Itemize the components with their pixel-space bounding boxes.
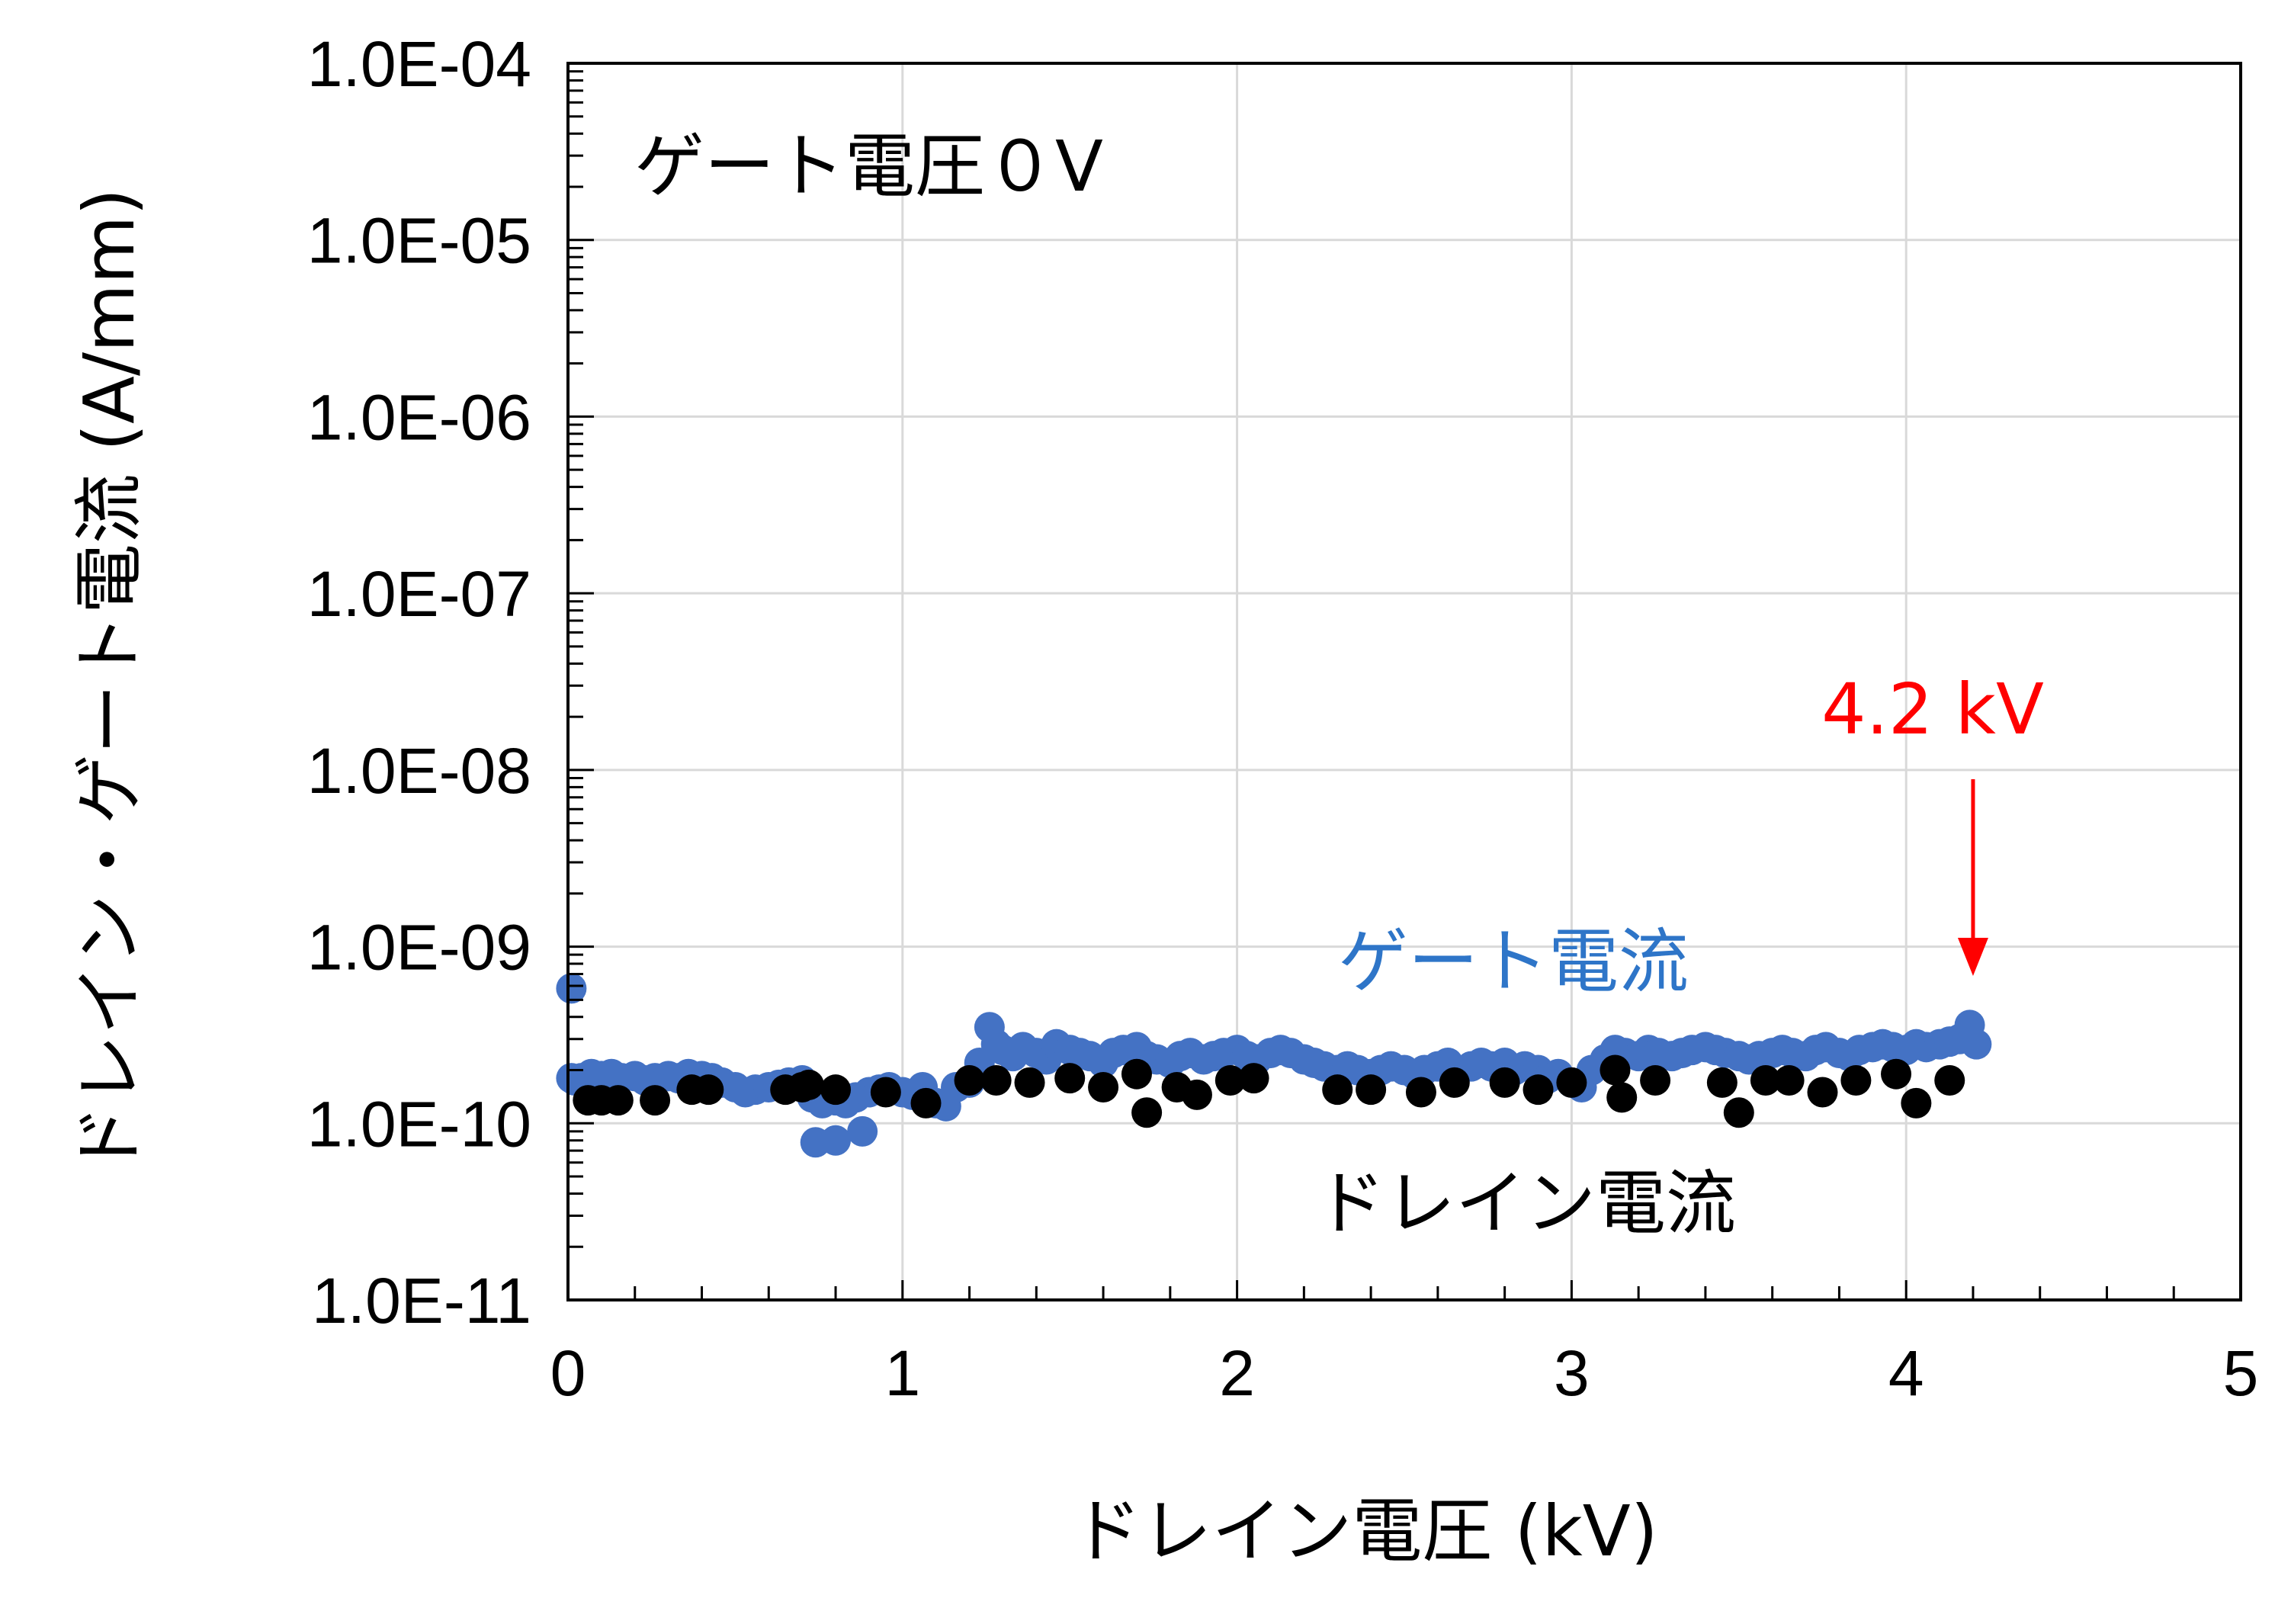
drain-point [1706, 1067, 1738, 1098]
y-tick-label: 1.0E-08 [307, 735, 531, 807]
drain-point [1439, 1067, 1470, 1098]
drain-point [1181, 1079, 1212, 1110]
drain-point [1750, 1064, 1781, 1096]
drain-point [870, 1077, 901, 1108]
x-tick-label: 5 [2223, 1337, 2259, 1409]
drain-point [1556, 1067, 1587, 1098]
drain-point [1600, 1054, 1631, 1086]
drain-point [1131, 1097, 1163, 1128]
drain-point [1723, 1097, 1754, 1128]
y-tick-label: 1.0E-04 [307, 28, 531, 100]
drain-point [1901, 1087, 1932, 1119]
drain-point [1881, 1058, 1912, 1090]
drain-point [1014, 1067, 1045, 1098]
markers [556, 973, 1992, 1158]
drain-point [1356, 1074, 1387, 1106]
y-tick-label: 1.0E-09 [307, 912, 531, 984]
tick-labels: 0 1 2 3 4 5 1.0E-11 1.0E-10 1.0E-09 1.0E-08 1.0E-0… [307, 28, 2259, 1409]
gate-current-label: ゲート電流 [1338, 921, 1689, 1003]
gate-point [556, 973, 587, 1004]
gate-point [820, 1125, 852, 1156]
y-tick-label: 1.0E-11 [312, 1265, 531, 1337]
drain-point [1405, 1077, 1436, 1108]
breakdown-arrow-head [1957, 938, 1988, 976]
y-tick-label: 1.0E-07 [307, 558, 531, 630]
plot-frame [566, 62, 2242, 1301]
condition-label: ゲート電圧０V [634, 126, 1103, 207]
y-axis-title: ドレイン・ゲート電流 (A/mm) [69, 188, 150, 1175]
gate-point [1961, 1029, 1992, 1060]
drain-point [1489, 1067, 1520, 1098]
drain-point [1238, 1063, 1269, 1094]
drain-point [793, 1069, 824, 1100]
y-tick-label: 1.0E-05 [307, 205, 531, 277]
drain-point [640, 1085, 671, 1116]
gate-point [847, 1115, 878, 1147]
drain-point [980, 1064, 1012, 1096]
drain-current-label: ドレイン電流 [1315, 1163, 1736, 1244]
drain-point [1088, 1071, 1119, 1102]
drain-point [693, 1074, 724, 1106]
x-tick-label: 3 [1554, 1337, 1590, 1409]
drain-point [954, 1064, 985, 1096]
drain-point [1773, 1064, 1805, 1096]
drain-point [1606, 1082, 1638, 1113]
drain-point [820, 1074, 852, 1106]
axes [566, 62, 2242, 1301]
drain-point [1640, 1064, 1671, 1096]
drain-point [1054, 1063, 1086, 1094]
y-tick-label: 1.0E-10 [307, 1088, 531, 1160]
drain-point [1807, 1077, 1838, 1108]
x-tick-label: 1 [884, 1337, 920, 1409]
x-tick-label: 2 [1219, 1337, 1255, 1409]
drain-point [1322, 1074, 1353, 1106]
drain-point [1214, 1064, 1246, 1096]
x-axis-title: ドレイン電圧 (kV) [1071, 1491, 1657, 1572]
breakdown-voltage-label: 4.2 kV [1821, 669, 2044, 750]
x-tick-label: 0 [550, 1337, 586, 1409]
drain-point [1121, 1058, 1152, 1090]
drain-point [1934, 1064, 1965, 1096]
drain-point [1523, 1074, 1554, 1106]
drain-point [910, 1087, 942, 1119]
y-tick-label: 1.0E-06 [307, 381, 531, 453]
x-tick-label: 4 [1888, 1337, 1924, 1409]
drain-point [1840, 1064, 1872, 1096]
drain-point [602, 1085, 634, 1116]
